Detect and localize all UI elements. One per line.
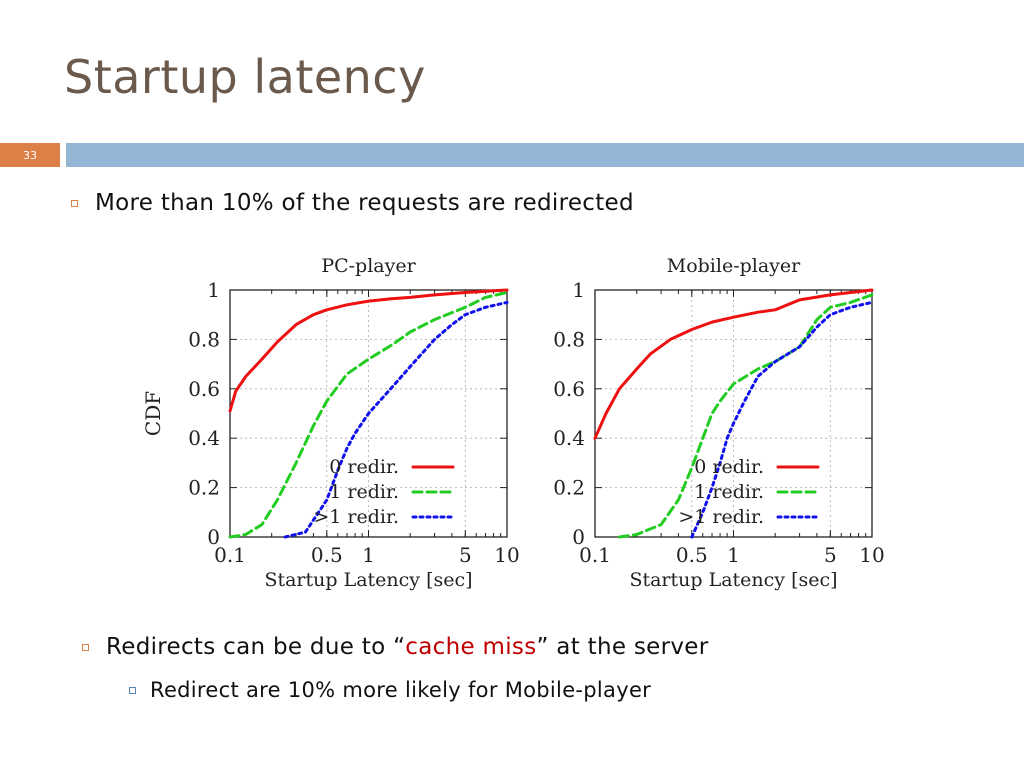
x-tick-label: 10 [859, 543, 884, 567]
x-tick-label: 0.1 [579, 543, 611, 567]
y-tick-label: 0.4 [188, 426, 220, 450]
legend-label: >1 redir. [678, 506, 764, 528]
x-tick-label: 1 [362, 543, 375, 567]
bullet-text-highlight: cache miss [405, 634, 537, 660]
legend-label: 1 redir. [694, 481, 764, 503]
legend-label: 0 redir. [694, 456, 764, 478]
series-line [617, 293, 874, 539]
y-tick-label: 0.6 [188, 377, 220, 401]
bullet-text-post: ” at the server [536, 634, 709, 660]
y-tick-label: 0.2 [553, 476, 585, 500]
y-tick-label: 0 [207, 525, 220, 549]
bullet-square-icon [82, 643, 89, 651]
x-tick-label: 0.1 [214, 543, 246, 567]
x-tick-label: 1 [727, 543, 740, 567]
sub-bullet-text: Redirect are 10% more likely for Mobile-… [150, 678, 652, 702]
series-line [593, 288, 874, 440]
bullet-redirected: More than 10% of the requests are redire… [71, 190, 634, 216]
chart-title: Mobile-player [667, 255, 801, 277]
header-band [66, 143, 1024, 167]
cdf-charts: 00.20.40.60.810.1 0.5 1 5 10PC-playerStartup… [141, 255, 885, 591]
legend-label: 0 redir. [329, 456, 399, 478]
y-tick-label: 1 [207, 278, 220, 302]
y-tick-label: 0 [572, 525, 585, 549]
slide-number: 33 [0, 143, 60, 167]
series-line [283, 300, 509, 539]
y-tick-label: 0.8 [188, 327, 220, 351]
y-tick-label: 0.8 [553, 327, 585, 351]
y-tick-label: 0.6 [553, 377, 585, 401]
x-axis-label: Startup Latency [sec] [629, 569, 837, 591]
series-line [690, 300, 874, 539]
y-tick-label: 0.2 [188, 476, 220, 500]
y-tick-label: 0.4 [553, 426, 585, 450]
bullet-text: More than 10% of the requests are redire… [95, 190, 634, 216]
bullet-square-icon [71, 199, 78, 207]
series-line [228, 291, 509, 539]
legend-label: >1 redir. [313, 506, 399, 528]
x-tick-label: 0.5 [311, 543, 343, 567]
slide-title: Startup latency [64, 50, 426, 104]
x-tick-label: 5 [824, 543, 837, 567]
bullet-cache-miss: Redirects can be due to “cache miss” at … [82, 634, 709, 660]
legend-label: 1 redir. [329, 481, 399, 503]
y-axis-label: CDF [141, 391, 165, 436]
x-tick-label: 5 [459, 543, 472, 567]
x-axis-label: Startup Latency [sec] [264, 569, 472, 591]
sub-bullet-square-icon [129, 686, 136, 694]
series-line [228, 288, 509, 413]
sub-bullet-mobile: Redirect are 10% more likely for Mobile-… [129, 678, 651, 702]
bullet-text-pre: Redirects can be due to “ [106, 634, 406, 660]
y-tick-label: 1 [572, 278, 585, 302]
chart-title: PC-player [321, 255, 416, 277]
x-tick-label: 10 [494, 543, 519, 567]
x-tick-label: 0.5 [676, 543, 708, 567]
